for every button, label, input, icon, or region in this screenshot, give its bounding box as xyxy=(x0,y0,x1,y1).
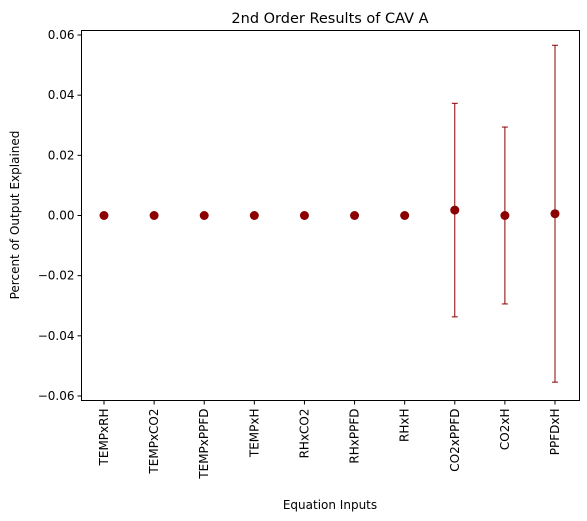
data-marks xyxy=(99,44,560,383)
y-tick-label: 0.02 xyxy=(48,148,75,162)
data-point xyxy=(450,205,460,215)
y-tick-label: −0.02 xyxy=(38,269,75,283)
x-tick-label: TEMPxH xyxy=(247,409,261,459)
x-tick-label: RHxPPFD xyxy=(348,409,362,464)
data-point xyxy=(500,211,510,220)
data-point xyxy=(350,211,360,220)
data-point xyxy=(99,211,109,220)
data-point xyxy=(299,211,309,220)
x-tick-label: TEMPxPPFD xyxy=(197,409,211,480)
x-tick-label: PPFDxH xyxy=(548,409,562,456)
data-point xyxy=(400,211,410,220)
x-tick-label: RHxCO2 xyxy=(297,409,311,459)
y-axis: −0.06 −0.04 −0.02 0.00 0.02 0.04 0.06 xyxy=(38,28,82,403)
y-tick-label: 0.06 xyxy=(48,28,75,42)
data-point xyxy=(249,211,259,220)
data-point xyxy=(550,209,560,219)
x-tick-label: TEMPxCO2 xyxy=(147,409,161,475)
x-tick-label: RHxH xyxy=(398,409,412,443)
data-point xyxy=(149,211,159,220)
x-axis: TEMPxRH TEMPxCO2 TEMPxPPFD TEMPxH RHxCO2 RHxP… xyxy=(97,400,562,480)
x-tick-label: TEMPxRH xyxy=(97,409,111,467)
y-tick-label: 0.04 xyxy=(48,88,75,102)
x-tick-label: CO2xH xyxy=(498,409,512,451)
chart-title: 2nd Order Results of CAV A xyxy=(231,11,428,27)
x-tick-label: CO2xPPFD xyxy=(448,409,462,472)
y-tick-label: −0.04 xyxy=(38,329,75,343)
x-axis-label: Equation Inputs xyxy=(283,498,377,512)
y-axis-label: Percent of Output Explained xyxy=(8,131,22,300)
y-tick-label: −0.06 xyxy=(38,389,75,403)
y-tick-label: 0.00 xyxy=(48,209,75,223)
data-point xyxy=(199,211,209,220)
